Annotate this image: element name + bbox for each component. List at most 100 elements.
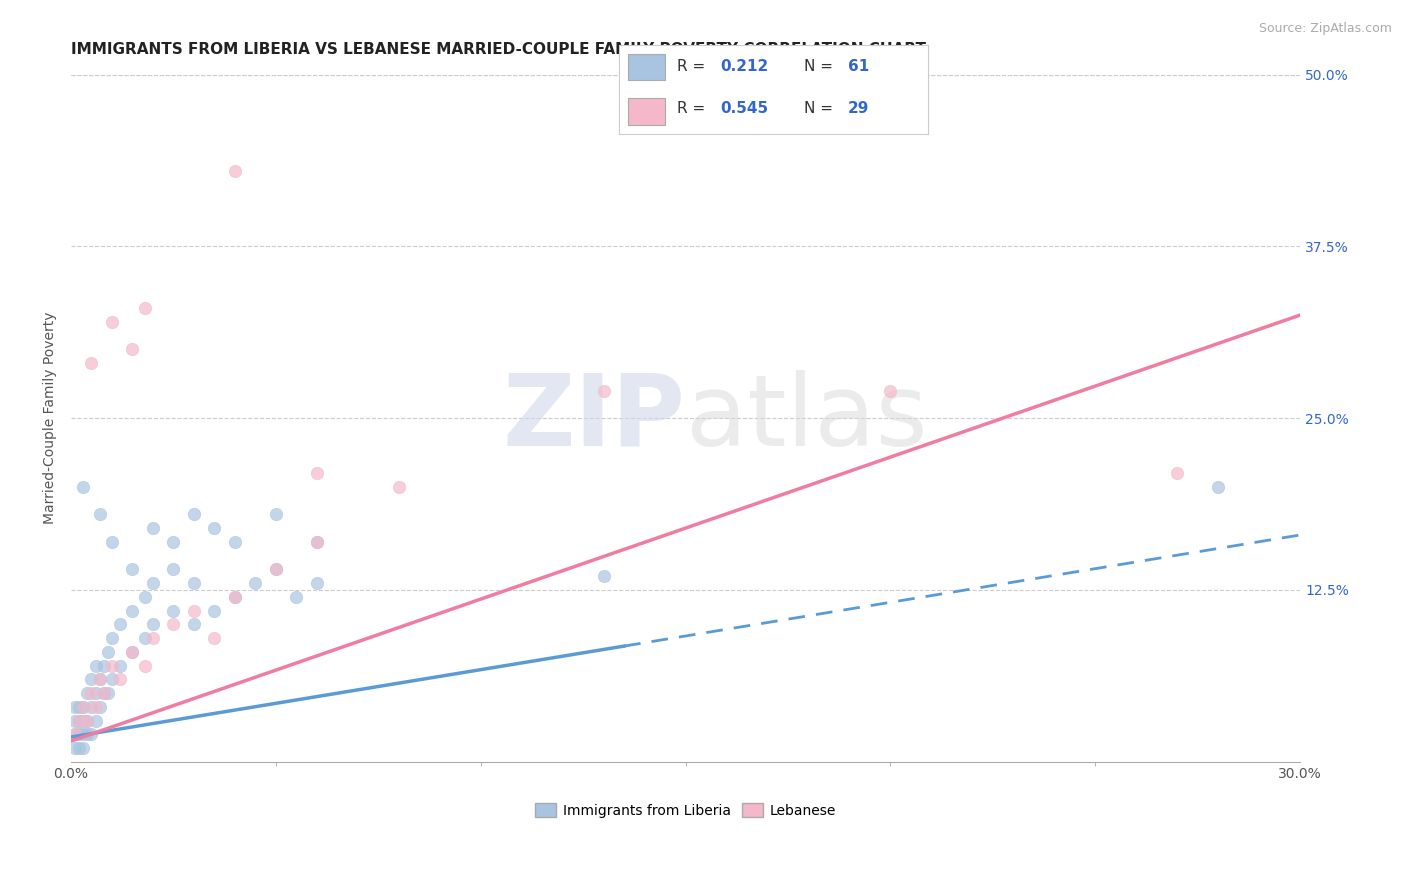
Point: [142, 521, 165, 535]
Text: R =: R =: [678, 102, 710, 116]
Point: [224, 590, 246, 604]
Point: [76, 686, 98, 700]
Point: [93, 686, 115, 700]
Point: [101, 631, 124, 645]
Point: [84, 714, 107, 728]
Point: [1206, 480, 1229, 494]
Text: 0.545: 0.545: [721, 102, 769, 116]
Point: [264, 562, 287, 576]
Point: [63, 741, 86, 756]
Point: [93, 686, 115, 700]
Point: [101, 658, 124, 673]
Point: [72, 699, 94, 714]
Point: [592, 569, 614, 583]
Point: [183, 617, 205, 632]
Point: [134, 590, 156, 604]
Point: [305, 534, 328, 549]
Point: [224, 534, 246, 549]
Point: [879, 384, 901, 398]
Point: [305, 466, 328, 480]
Point: [142, 617, 165, 632]
Point: [89, 699, 111, 714]
Point: [63, 714, 86, 728]
Point: [142, 631, 165, 645]
Point: [202, 631, 225, 645]
Point: [97, 645, 120, 659]
Point: [134, 301, 156, 316]
Text: N =: N =: [804, 102, 838, 116]
Point: [121, 645, 143, 659]
Point: [121, 645, 143, 659]
Point: [142, 576, 165, 591]
Point: [285, 590, 308, 604]
Text: R =: R =: [678, 60, 710, 74]
Point: [63, 699, 86, 714]
FancyBboxPatch shape: [628, 98, 665, 125]
Point: [183, 576, 205, 591]
Point: [101, 534, 124, 549]
Point: [388, 480, 411, 494]
Point: [101, 315, 124, 329]
Y-axis label: Married-Couple Family Poverty: Married-Couple Family Poverty: [44, 312, 58, 524]
Point: [202, 521, 225, 535]
Point: [134, 658, 156, 673]
Point: [72, 699, 94, 714]
Point: [67, 727, 90, 741]
Point: [183, 603, 205, 617]
Point: [72, 741, 94, 756]
Legend: Immigrants from Liberia, Lebanese: Immigrants from Liberia, Lebanese: [530, 797, 842, 823]
Point: [72, 727, 94, 741]
Point: [108, 658, 131, 673]
Point: [76, 714, 98, 728]
Point: [305, 576, 328, 591]
Point: [183, 508, 205, 522]
Text: atlas: atlas: [686, 369, 927, 467]
Point: [89, 508, 111, 522]
Point: [97, 686, 120, 700]
Point: [89, 673, 111, 687]
Point: [76, 714, 98, 728]
Point: [264, 562, 287, 576]
Point: [121, 343, 143, 357]
Point: [101, 673, 124, 687]
Point: [162, 617, 184, 632]
Point: [63, 727, 86, 741]
Point: [84, 658, 107, 673]
Point: [93, 658, 115, 673]
Text: 61: 61: [848, 60, 869, 74]
Point: [80, 699, 103, 714]
FancyBboxPatch shape: [628, 54, 665, 80]
Point: [63, 727, 86, 741]
Text: N =: N =: [804, 60, 838, 74]
Point: [72, 714, 94, 728]
Point: [84, 686, 107, 700]
Point: [89, 673, 111, 687]
Point: [121, 603, 143, 617]
Point: [224, 590, 246, 604]
Point: [72, 480, 94, 494]
Point: [108, 673, 131, 687]
Point: [162, 603, 184, 617]
Point: [67, 714, 90, 728]
Point: [162, 562, 184, 576]
Point: [80, 356, 103, 370]
Point: [80, 727, 103, 741]
Point: [76, 727, 98, 741]
Text: Source: ZipAtlas.com: Source: ZipAtlas.com: [1258, 22, 1392, 36]
Point: [202, 603, 225, 617]
Point: [80, 673, 103, 687]
Point: [305, 534, 328, 549]
Text: IMMIGRANTS FROM LIBERIA VS LEBANESE MARRIED-COUPLE FAMILY POVERTY CORRELATION CH: IMMIGRANTS FROM LIBERIA VS LEBANESE MARR…: [72, 42, 927, 57]
Point: [80, 686, 103, 700]
Text: 0.212: 0.212: [721, 60, 769, 74]
Point: [592, 384, 614, 398]
Point: [162, 534, 184, 549]
Point: [121, 562, 143, 576]
Point: [245, 576, 267, 591]
Point: [67, 699, 90, 714]
Point: [1166, 466, 1188, 480]
Point: [264, 508, 287, 522]
Point: [224, 163, 246, 178]
Text: ZIP: ZIP: [503, 369, 686, 467]
Point: [67, 741, 90, 756]
